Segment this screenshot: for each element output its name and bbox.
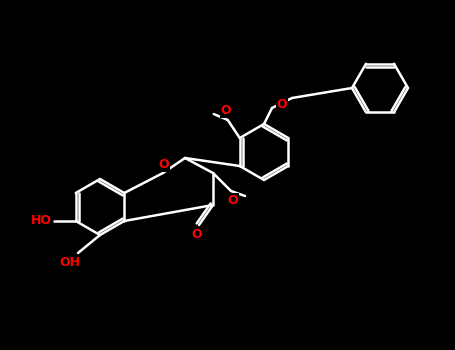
Text: O: O [228, 194, 238, 206]
Text: OH: OH [60, 256, 81, 268]
Text: O: O [277, 98, 287, 112]
Text: O: O [220, 105, 231, 118]
Text: O: O [192, 228, 202, 240]
Text: HO: HO [31, 215, 52, 228]
Text: O: O [159, 159, 169, 172]
